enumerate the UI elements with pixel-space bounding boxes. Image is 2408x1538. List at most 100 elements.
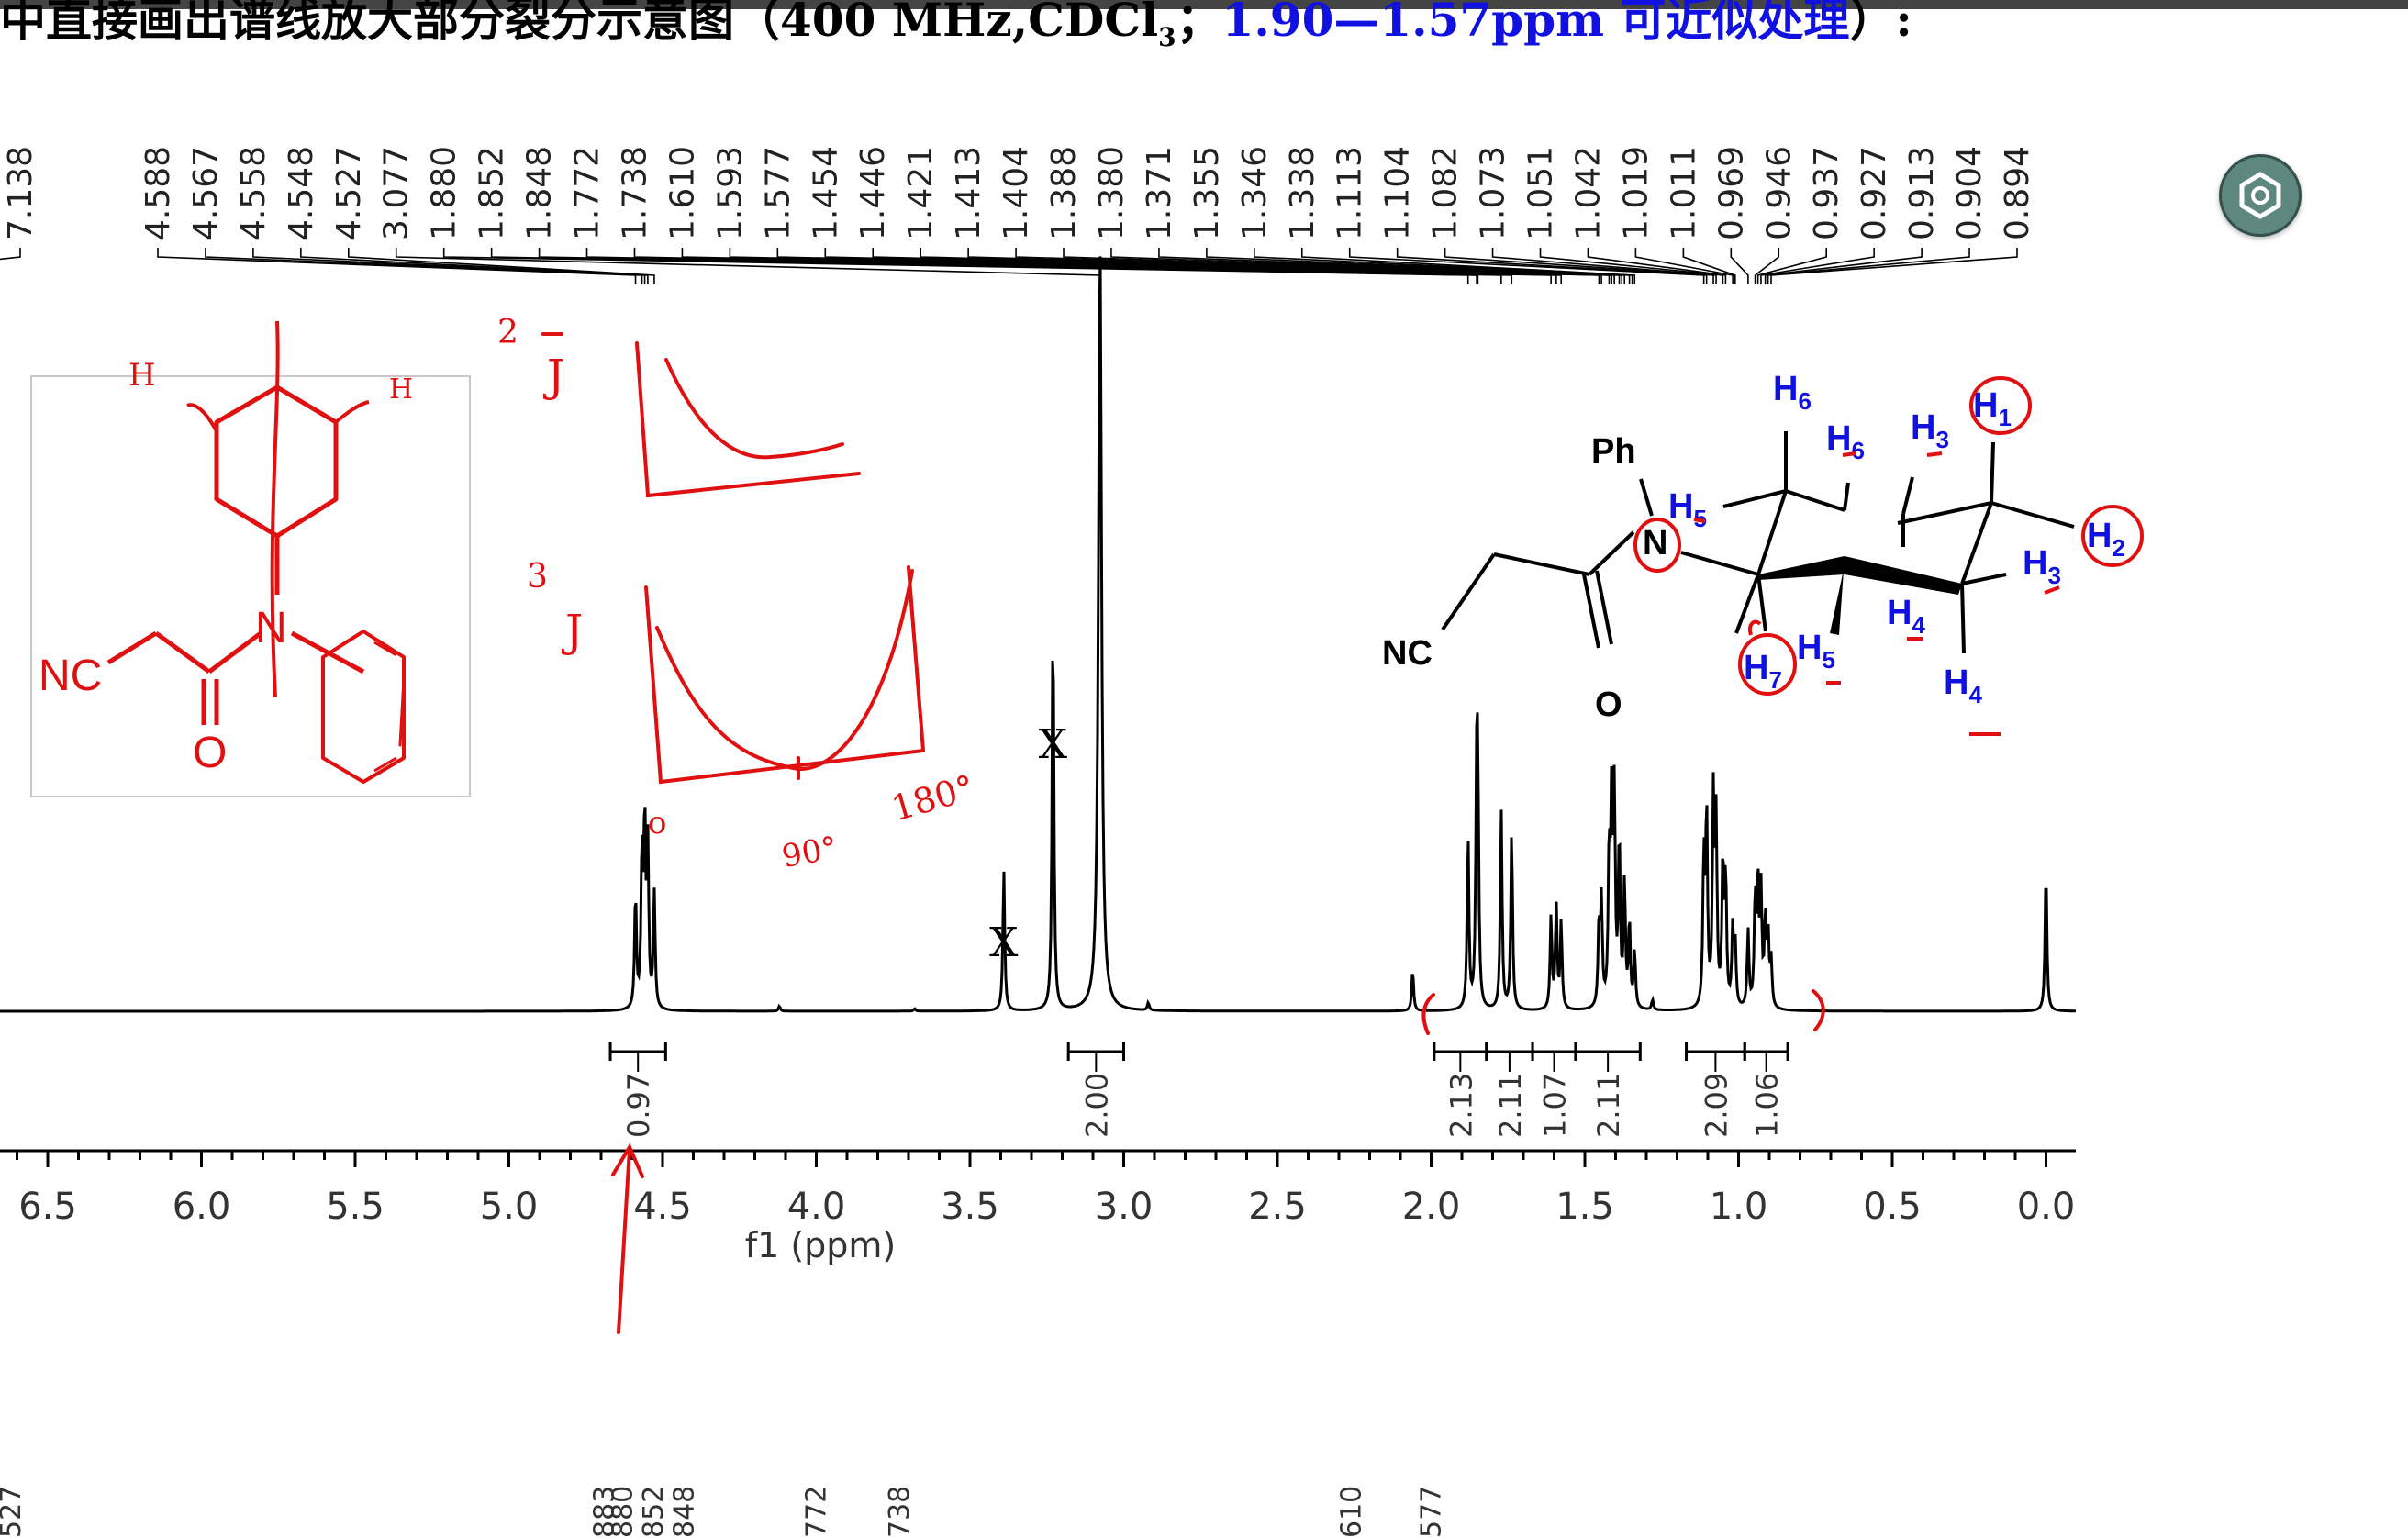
title-end: ）: — [1849, 0, 1912, 47]
peak-connector — [1539, 248, 1724, 284]
peak-connector — [1770, 248, 2018, 284]
annot-3: 3 — [527, 558, 548, 596]
h2: H2 — [2087, 517, 2125, 562]
inset-n-label: N — [255, 604, 287, 652]
peak-label: 1.848 — [521, 146, 559, 240]
peak-connector — [1754, 248, 1780, 284]
peak-connector — [157, 248, 637, 284]
chair-bonds — [1441, 431, 2075, 654]
spectrum-layer: 6.5 6.0 5.5 5.0 4.5 4.0 3.5 3.0 2.5 2.0 1.5 1.0 0.5 0… — [0, 146, 2077, 1538]
annot-j2: J — [561, 606, 583, 657]
bottom-cut-label: 738 — [884, 1486, 916, 1538]
h3-b: H3 — [2023, 544, 2061, 589]
bottom-cut-label: 527 — [0, 1486, 28, 1538]
inset-nc-label: NC — [39, 652, 102, 700]
peak-label: 1.113 — [1332, 146, 1369, 240]
peak-connector — [1110, 248, 1622, 284]
peak-label: 1.577 — [759, 146, 797, 240]
peak-connector — [1300, 248, 1636, 284]
peak-label: 1.610 — [663, 146, 701, 240]
x-tick-label: 6.0 — [173, 1186, 231, 1228]
title-sub: 3 — [1158, 22, 1176, 52]
peak-label: 7.138 — [2, 146, 39, 240]
title-text: 中直接画出谱线放大部分裂分示意图（400 MHz,CDCl — [0, 0, 1159, 47]
peak-label: 4.588 — [139, 146, 177, 240]
title-blue: 1.90—1.57ppm 可近似处理 — [1221, 0, 1850, 47]
karplus-sketches: 2 J 3 J o 90° 180° — [497, 314, 979, 875]
peak-label: 4.558 — [235, 146, 273, 240]
peak-connector — [0, 248, 21, 261]
integral-value: 1.06 — [1750, 1073, 1785, 1138]
peak-label: 1.880 — [426, 146, 463, 240]
peak-label: 1.404 — [998, 146, 1035, 240]
x-tick-label: 6.5 — [18, 1186, 77, 1228]
x-tick-label: 2.0 — [1402, 1186, 1461, 1228]
peak-connector — [1730, 248, 1749, 284]
karplus-axis-2 — [644, 565, 926, 785]
peak-label: 1.738 — [616, 146, 653, 240]
peak-label: 0.904 — [1951, 146, 1989, 240]
karplus-axis-1 — [635, 341, 861, 498]
inset-o-label: O — [193, 729, 227, 777]
peak-connector — [1444, 248, 1714, 284]
h3-a: H3 — [1911, 408, 1949, 453]
floating-action-button[interactable] — [2219, 154, 2302, 237]
peak-label: 1.338 — [1284, 146, 1321, 240]
x-tick-label: 5.0 — [480, 1186, 539, 1228]
peak-label: 1.446 — [854, 146, 892, 240]
red-marks — [611, 989, 1825, 1334]
ph-label: Ph — [1591, 432, 1636, 471]
inset-h-bond-left — [186, 403, 218, 432]
x-tick-label: 1.0 — [1710, 1186, 1768, 1228]
peak-connector — [1756, 248, 1828, 284]
h7: H7 — [1744, 649, 1782, 694]
chair-wedge-2 — [1830, 558, 1845, 635]
peak-label: 1.042 — [1569, 146, 1607, 240]
peak-label: 1.355 — [1188, 146, 1226, 240]
inset-axis-line — [270, 320, 280, 698]
structure-inset: NC N O H H — [30, 320, 471, 797]
peak-label: 3.077 — [378, 146, 416, 240]
peak-connector — [967, 248, 1612, 284]
bottom-cut-label: 610 — [1335, 1486, 1367, 1538]
x-tick-label: 0.5 — [1863, 1186, 1922, 1228]
peak-label: 1.104 — [1379, 146, 1417, 240]
red-circles — [1633, 376, 2144, 736]
peak-label: 4.567 — [187, 146, 225, 240]
n-label: N — [1643, 524, 1667, 563]
peak-connector — [205, 248, 643, 284]
bottom-cut-label: 883 — [588, 1486, 620, 1538]
peak-connector — [1015, 248, 1615, 284]
peak-label: 0.894 — [1999, 146, 2036, 240]
karplus-curve-2 — [655, 569, 914, 772]
annot-2: 2 — [497, 314, 518, 351]
peak-connector — [1348, 248, 1705, 284]
integral-value: 2.09 — [1699, 1073, 1734, 1138]
peak-connector — [1764, 248, 1923, 284]
peak-connector — [872, 248, 1602, 284]
x-tick-label: 3.5 — [941, 1186, 999, 1228]
peak-connector — [1158, 248, 1626, 284]
peak-label: 1.371 — [1141, 146, 1178, 240]
integral-value: 2.11 — [1493, 1073, 1528, 1138]
top-bar — [0, 0, 2408, 9]
peak-connector — [1682, 248, 1736, 284]
peak-connector — [347, 248, 655, 284]
integral-value: 2.00 — [1079, 1073, 1114, 1138]
peak-connector — [252, 248, 646, 284]
peak-label: 1.380 — [1093, 146, 1131, 240]
h4-b: H4 — [1944, 663, 1982, 708]
inset-frame — [30, 375, 471, 797]
peak-connector — [1206, 248, 1631, 284]
x-tick-label: 1.5 — [1555, 1186, 1614, 1228]
peak-label: 0.927 — [1856, 146, 1893, 240]
peak-label: 1.011 — [1665, 146, 1702, 240]
x-tick-label: 0.0 — [2017, 1186, 2076, 1228]
hexagon-icon — [2239, 172, 2281, 219]
integral-value: 2.13 — [1444, 1073, 1478, 1138]
arrow-shaft — [617, 1147, 631, 1334]
bracket-left — [1421, 993, 1435, 1035]
peak-connector — [776, 248, 1562, 284]
peak-connector — [300, 248, 649, 284]
peak-label: 1.593 — [711, 146, 749, 240]
